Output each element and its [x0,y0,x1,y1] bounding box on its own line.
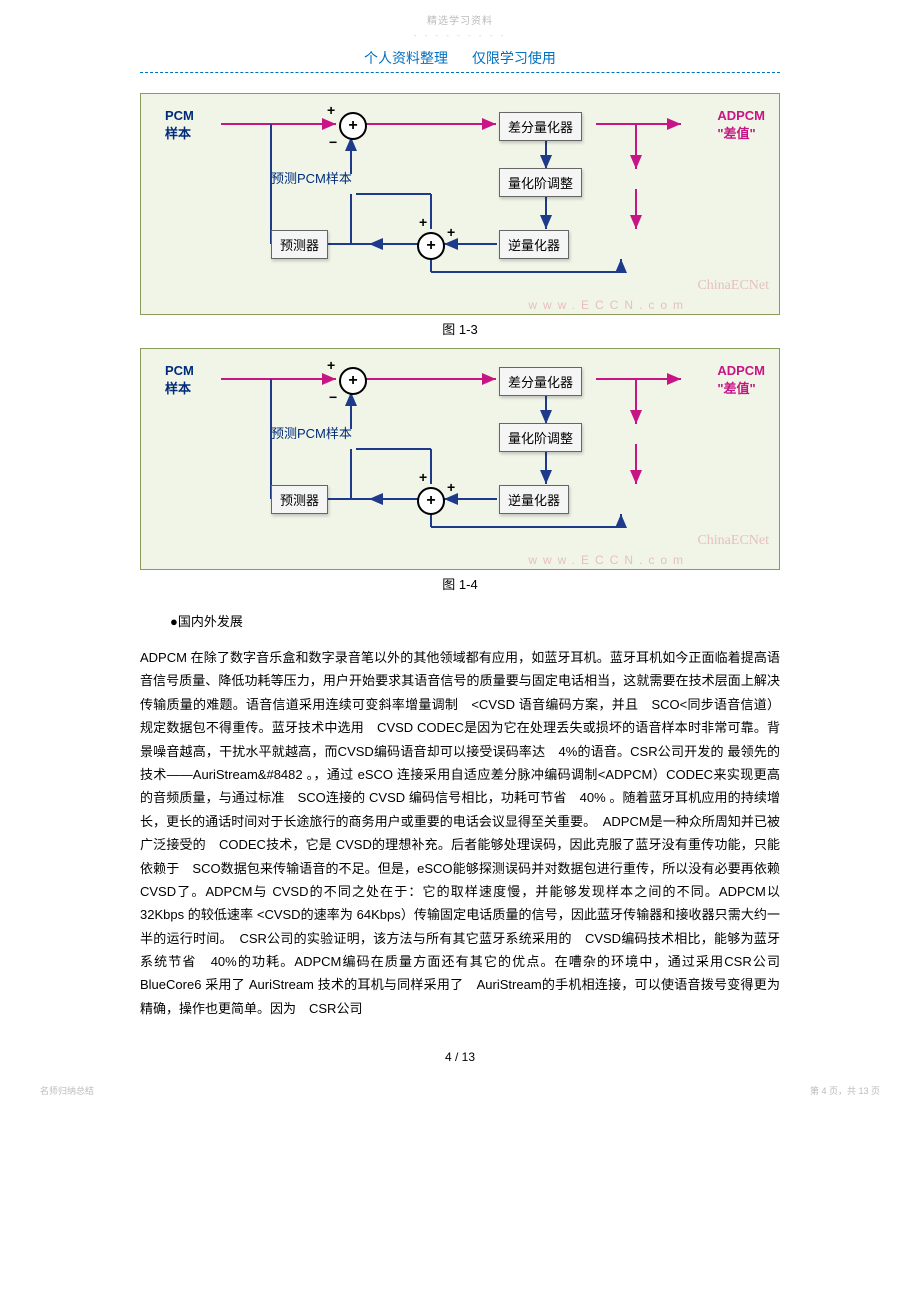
predict-pcm-label-2: 预测PCM样本 [271,423,352,442]
inv-quantizer-node-2: 逆量化器 [499,485,569,514]
diagram-watermark-ec-2: ChinaECNet [697,533,769,549]
sign-plus-3b: + [419,469,427,485]
caption-1-3: 图 1-3 [140,319,780,338]
watermark-top: 精选学习资料 [0,0,920,31]
sign-minus-1: − [329,134,337,150]
header-right: 仅限学习使用 [472,48,556,68]
adpcm-output-label-2: ADPCM "差值" [717,363,765,397]
doc-header: 个人资料整理 仅限学习使用 [140,48,780,73]
adder-2b: + [417,487,445,515]
adder-2: + [417,232,445,260]
footer: 名师归纳总结 第 4 页，共 13 页 [0,1064,920,1107]
predictor-node: 预测器 [271,230,328,259]
diagram-1-4: PCM 样本 ADPCM "差值" + + − 差分量化器 量化阶调整 逆量化器… [140,348,780,570]
diagram-watermark-url-2: www.ECCN.com [528,553,689,567]
diagram-watermark-ec: ChinaECNet [697,278,769,294]
predict-pcm-label: 预测PCM样本 [271,168,352,187]
watermark-dots: - - - - - - - - - [0,31,920,40]
diff-quantizer-node-2: 差分量化器 [499,367,582,396]
page-number: 4 / 13 [140,1050,780,1064]
inv-quantizer-node: 逆量化器 [499,230,569,259]
footer-right: 第 4 页，共 13 页 [810,1084,880,1097]
sign-minus-1b: − [329,389,337,405]
sign-plus-1b: + [327,357,335,373]
footer-left: 名师归纳总结 [40,1084,94,1097]
quant-adj-node-2: 量化阶调整 [499,423,582,452]
diagram-1-3: PCM 样本 ADPCM "差值" + + − 差分量化器 量化阶调整 逆量化器… [140,93,780,315]
section-heading: ●国内外发展 [170,611,780,630]
diagram-2-lines [141,349,779,569]
main-content: PCM 样本 ADPCM "差值" + + − 差分量化器 量化阶调整 逆量化器… [140,93,780,1064]
adder-1b: + [339,367,367,395]
pcm-input-label-2: PCM 样本 [165,363,194,397]
caption-1-4: 图 1-4 [140,574,780,593]
sign-plus-1: + [327,102,335,118]
diff-quantizer-node: 差分量化器 [499,112,582,141]
adpcm-output-label: ADPCM "差值" [717,108,765,142]
body-paragraph: ADPCM 在除了数字音乐盒和数字录音笔以外的其他领域都有应用，如蓝牙耳机。蓝牙… [140,646,780,1020]
pcm-input-label: PCM 样本 [165,108,194,142]
sign-plus-3: + [419,214,427,230]
adder-1: + [339,112,367,140]
sign-plus-2b: + [447,479,455,495]
predictor-node-2: 预测器 [271,485,328,514]
sign-plus-2: + [447,224,455,240]
quant-adj-node: 量化阶调整 [499,168,582,197]
header-left: 个人资料整理 [364,48,448,68]
diagram-watermark-url: www.ECCN.com [528,298,689,312]
diagram-1-lines [141,94,779,314]
